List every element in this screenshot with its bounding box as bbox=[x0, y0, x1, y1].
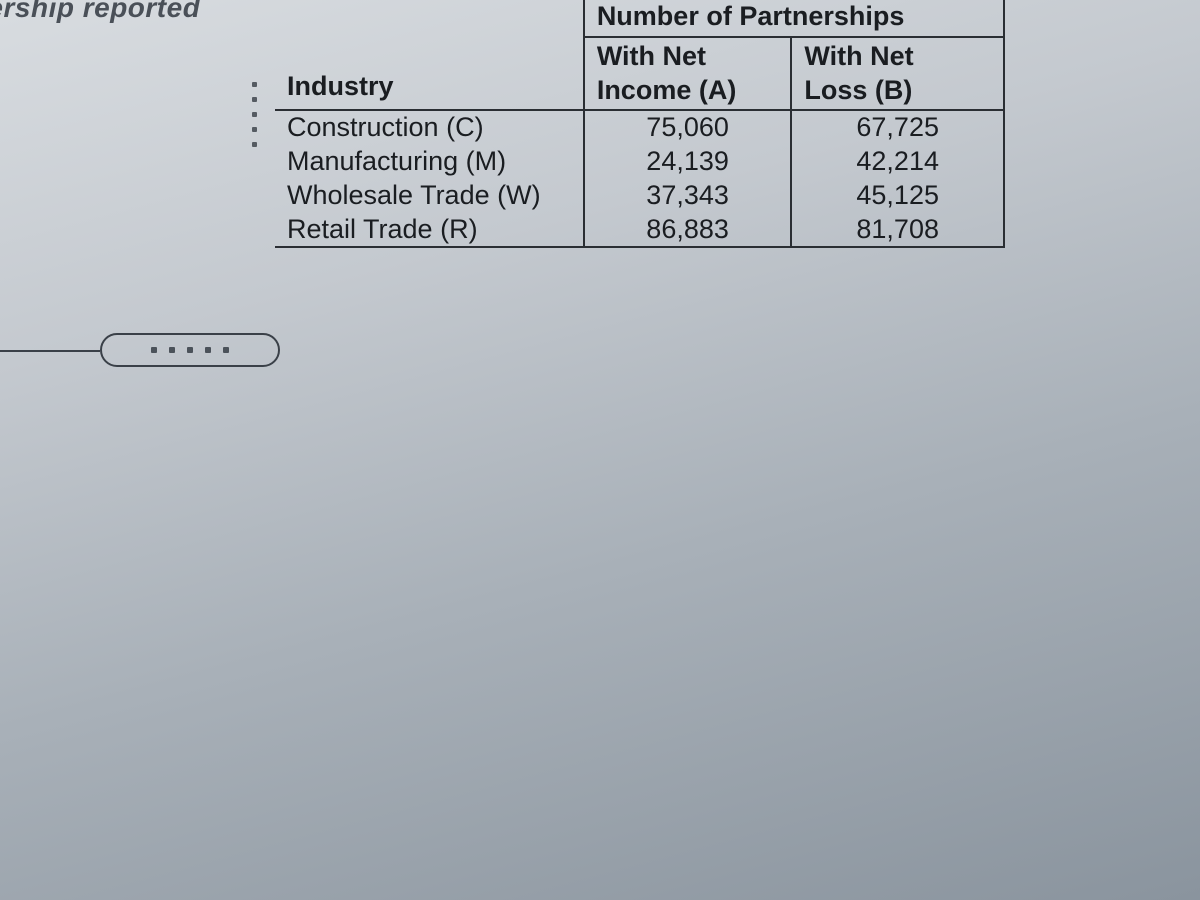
header-net-loss: With Net Loss (B) bbox=[791, 37, 1004, 111]
header-net-loss-l1: With Net bbox=[804, 41, 913, 71]
cell-net-income: 86,883 bbox=[584, 213, 792, 248]
cell-net-income: 24,139 bbox=[584, 145, 792, 179]
cell-net-loss: 81,708 bbox=[791, 213, 1004, 248]
header-net-income-l2: Income (A) bbox=[597, 75, 737, 105]
header-net-income: With Net Income (A) bbox=[584, 37, 792, 111]
cell-industry: Wholesale Trade (W) bbox=[275, 179, 584, 213]
page-title-fragment: tnership reported bbox=[0, 0, 200, 24]
partnerships-table: Industry Number of Partnerships With Net… bbox=[275, 0, 1005, 248]
table-row: Construction (C) 75,060 67,725 bbox=[275, 110, 1004, 145]
cell-industry: Retail Trade (R) bbox=[275, 213, 584, 248]
partnerships-table-container: Industry Number of Partnerships With Net… bbox=[275, 0, 1005, 248]
header-group: Number of Partnerships bbox=[584, 0, 1004, 37]
spiral-binding-vertical bbox=[252, 82, 257, 147]
cell-industry: Manufacturing (M) bbox=[275, 145, 584, 179]
table-row: Wholesale Trade (W) 37,343 45,125 bbox=[275, 179, 1004, 213]
table-row: Manufacturing (M) 24,139 42,214 bbox=[275, 145, 1004, 179]
header-industry: Industry bbox=[287, 71, 394, 101]
drag-handle bbox=[100, 333, 280, 367]
divider-line bbox=[0, 350, 100, 352]
cell-net-loss: 67,725 bbox=[791, 110, 1004, 145]
table-row: Retail Trade (R) 86,883 81,708 bbox=[275, 213, 1004, 248]
cell-net-income: 75,060 bbox=[584, 110, 792, 145]
header-net-loss-l2: Loss (B) bbox=[804, 75, 912, 105]
cell-industry: Construction (C) bbox=[275, 110, 584, 145]
cell-net-income: 37,343 bbox=[584, 179, 792, 213]
cell-net-loss: 45,125 bbox=[791, 179, 1004, 213]
header-net-income-l1: With Net bbox=[597, 41, 706, 71]
cell-net-loss: 42,214 bbox=[791, 145, 1004, 179]
